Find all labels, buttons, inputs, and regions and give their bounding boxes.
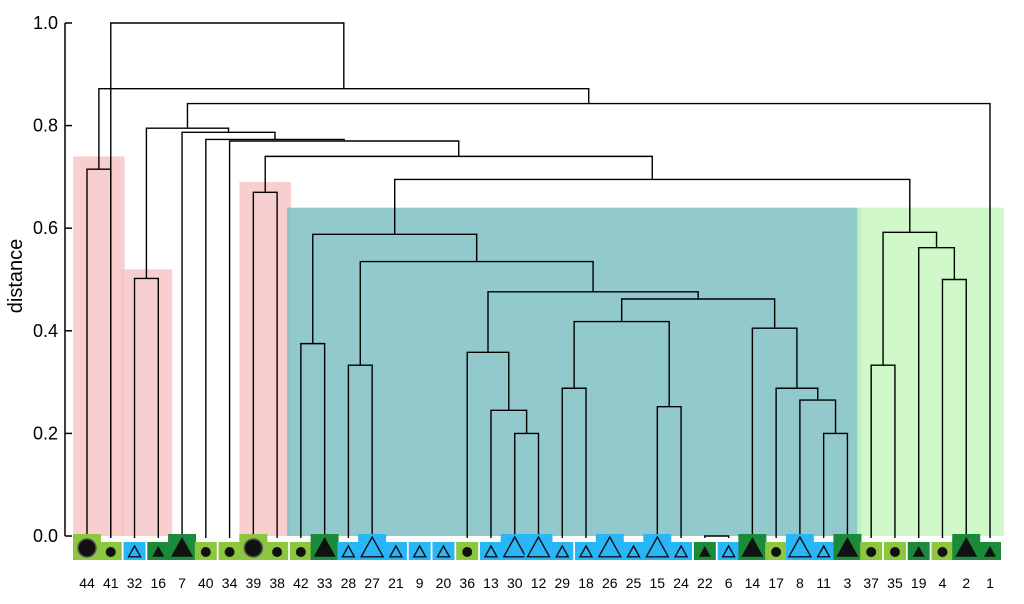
leaf-label-8: 8	[796, 575, 804, 591]
dendrogram-link-8	[704, 535, 730, 538]
leaf-label-11: 11	[816, 575, 831, 591]
y-tick-label-0.4: 0.4	[33, 321, 58, 341]
leaf-label-41: 41	[103, 575, 119, 591]
leaf-label-21: 21	[388, 575, 404, 591]
highlight-region-3	[239, 182, 291, 536]
leaf-label-12: 12	[531, 575, 547, 591]
leaf-label-20: 20	[436, 575, 452, 591]
leaf-marker-4	[937, 547, 948, 557]
leaf-marker-27	[359, 535, 385, 558]
dendrogram-link-30	[145, 127, 230, 279]
leaf-label-13: 13	[483, 575, 499, 591]
leaf-marker-29	[555, 544, 570, 558]
y-tick-label-0.2: 0.2	[33, 423, 58, 443]
leaf-marker-22	[698, 546, 711, 557]
y-tick-label-0.8: 0.8	[33, 116, 58, 136]
leaf-marker-32	[127, 544, 142, 558]
leaf-label-29: 29	[554, 575, 570, 591]
y-tick-label-1.0: 1.0	[33, 13, 58, 33]
leaf-marker-17	[771, 547, 782, 557]
leaf-marker-33	[313, 537, 336, 557]
leaf-label-40: 40	[198, 575, 214, 591]
leaf-marker-36	[462, 547, 473, 557]
leaf-marker-14	[741, 537, 764, 557]
leaf-label-26: 26	[602, 575, 618, 591]
leaf-marker-44	[77, 538, 97, 558]
leaf-label-3: 3	[844, 575, 852, 591]
leaf-marker-41	[105, 547, 116, 557]
leaf-label-34: 34	[222, 575, 238, 591]
leaf-marker-28	[341, 544, 356, 558]
leaf-label-37: 37	[863, 575, 879, 591]
y-axis-title: distance	[5, 239, 27, 314]
leaf-marker-21	[388, 544, 404, 558]
dendrogram-links	[86, 22, 991, 538]
leaf-label-28: 28	[341, 575, 357, 591]
leaf-label-4: 4	[939, 575, 947, 591]
leaf-marker-37	[866, 547, 877, 557]
leaf-marker-24	[673, 544, 689, 558]
leaf-marker-35	[889, 547, 900, 557]
leaf-label-6: 6	[725, 575, 733, 591]
leaf-label-19: 19	[911, 575, 927, 591]
leaf-label-25: 25	[626, 575, 642, 591]
leaf-label-1: 1	[986, 575, 994, 591]
leaf-markers: 44 41 32 16 7 40 34 39 38 42 33 28 27 21 9 20 36 13 30 12 29…	[73, 534, 1001, 591]
leaf-label-17: 17	[768, 575, 784, 591]
leaf-marker-25	[626, 544, 641, 558]
highlight-region-5	[857, 207, 1004, 536]
leaf-label-36: 36	[459, 575, 475, 591]
leaf-label-35: 35	[887, 575, 903, 591]
highlight-regions	[73, 156, 1004, 536]
leaf-marker-7	[171, 537, 194, 557]
leaf-marker-11	[816, 544, 831, 558]
leaf-label-2: 2	[962, 575, 970, 591]
leaf-label-24: 24	[673, 575, 689, 591]
dendrogram-link-26	[264, 155, 653, 193]
leaf-marker-9	[412, 544, 427, 558]
leaf-marker-34	[224, 547, 235, 557]
leaf-marker-40	[200, 547, 211, 557]
leaf-label-32: 32	[127, 575, 143, 591]
dendrogram-link-32	[98, 87, 590, 170]
dendrogram-link-33	[110, 22, 345, 538]
leaf-label-7: 7	[178, 575, 186, 591]
leaf-label-27: 27	[364, 575, 380, 591]
leaf-label-42: 42	[293, 575, 309, 591]
leaf-marker-3	[836, 537, 859, 557]
highlight-region-2	[120, 269, 173, 536]
highlight-region-1	[73, 156, 125, 536]
leaf-marker-39	[243, 538, 264, 558]
leaf-marker-16	[152, 546, 165, 557]
leaf-label-39: 39	[246, 575, 262, 591]
leaf-label-14: 14	[745, 575, 761, 591]
leaf-label-30: 30	[507, 575, 523, 591]
leaf-marker-6	[721, 544, 736, 558]
leaf-marker-42	[295, 547, 306, 557]
leaf-label-15: 15	[650, 575, 666, 591]
leaf-marker-2	[955, 537, 978, 557]
leaf-marker-13	[483, 544, 499, 558]
y-tick-label-0.6: 0.6	[33, 218, 58, 238]
leaf-marker-19	[912, 546, 925, 557]
leaf-marker-26	[597, 535, 622, 558]
leaf-marker-30	[502, 535, 527, 558]
leaf-marker-38	[272, 547, 283, 557]
leaf-label-16: 16	[151, 575, 167, 591]
leaf-label-22: 22	[697, 575, 713, 591]
leaf-label-38: 38	[269, 575, 285, 591]
y-axis: 0.0 0.2 0.4 0.6 0.8 1.0	[33, 13, 72, 546]
leaf-label-9: 9	[416, 575, 424, 591]
leaf-marker-12	[526, 535, 551, 558]
y-tick-label-0.0: 0.0	[33, 526, 58, 546]
leaf-label-44: 44	[79, 575, 95, 591]
leaf-marker-18	[578, 544, 594, 558]
leaf-marker-8	[787, 535, 813, 558]
leaf-label-18: 18	[578, 575, 594, 591]
leaf-marker-20	[436, 544, 451, 558]
leaf-marker-1	[984, 546, 996, 557]
leaf-label-33: 33	[317, 575, 333, 591]
leaf-marker-15	[645, 535, 670, 558]
